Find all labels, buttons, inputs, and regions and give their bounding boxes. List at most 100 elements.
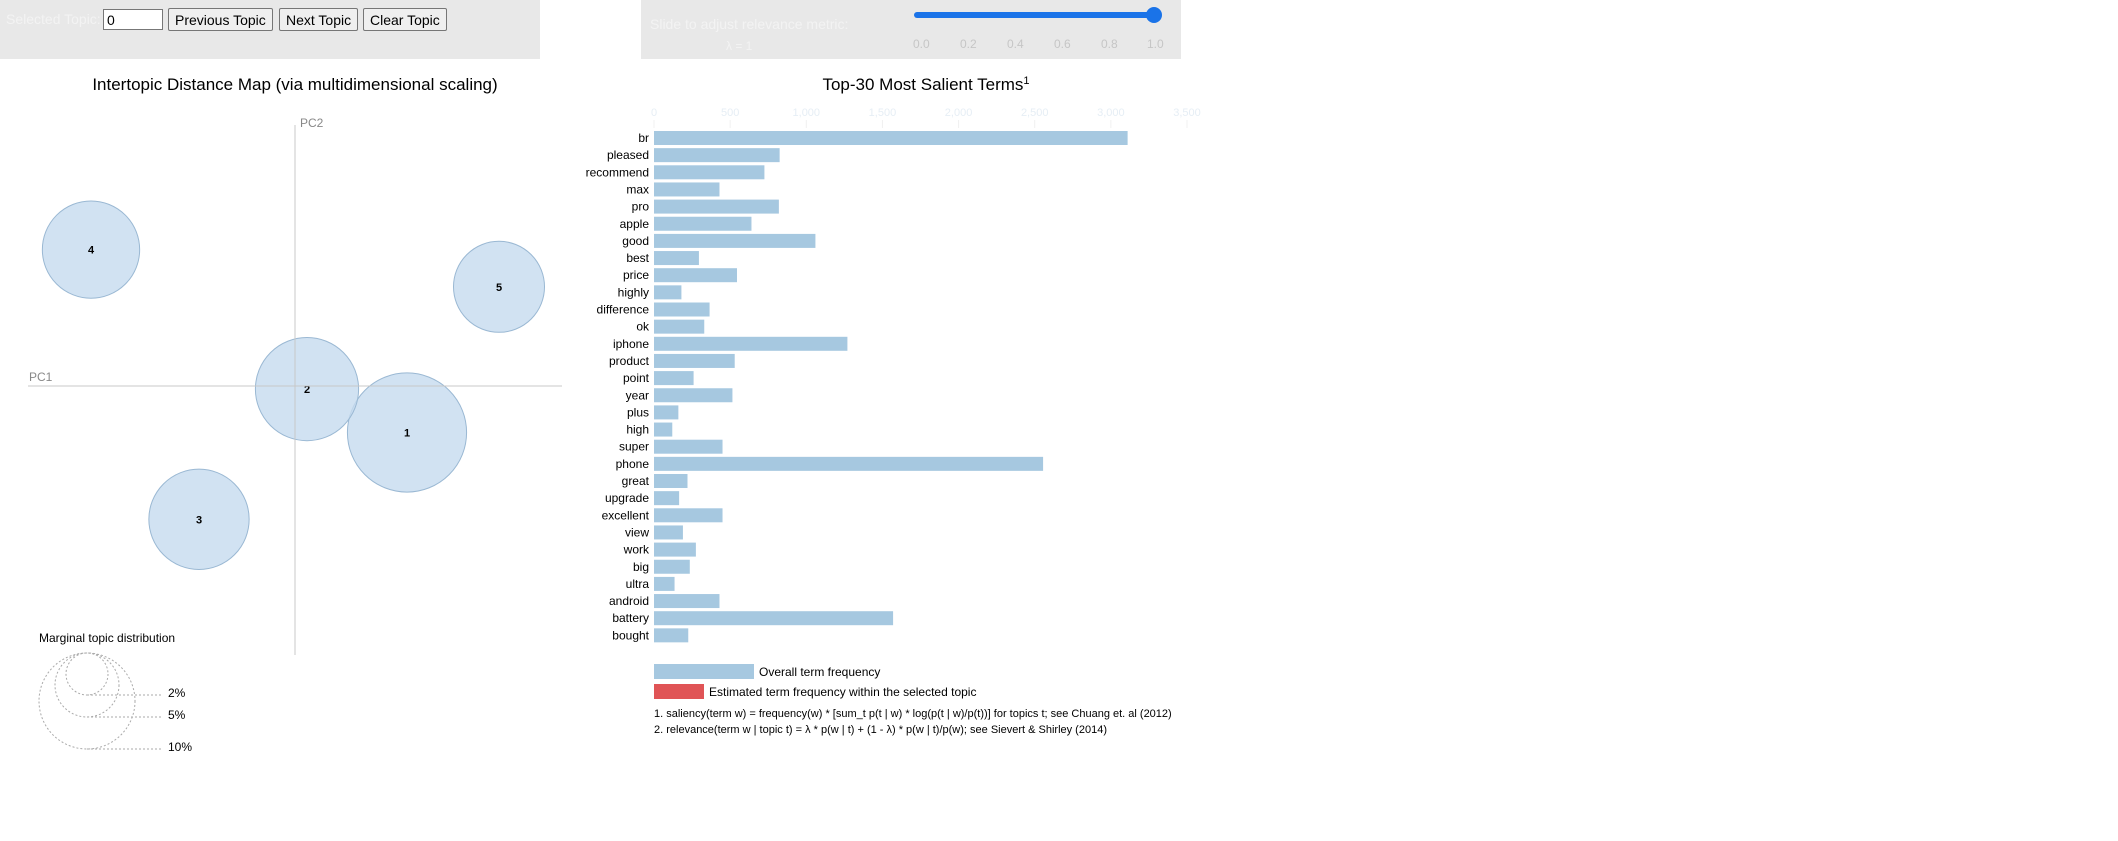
x-tick-label: 1,500: [869, 107, 897, 119]
term-bar-big[interactable]: [654, 559, 690, 574]
x-tick-label: 3,000: [1097, 107, 1125, 119]
term-label[interactable]: best: [626, 251, 649, 265]
term-bar-apple[interactable]: [654, 216, 752, 231]
term-bar-iphone[interactable]: [654, 336, 848, 351]
term-label[interactable]: pro: [632, 200, 650, 214]
legend-overall-swatch: [654, 664, 754, 679]
term-bar-super[interactable]: [654, 439, 723, 454]
term-label[interactable]: bought: [612, 628, 649, 642]
marginal-circle-10pct: [38, 652, 136, 750]
term-bar-phone[interactable]: [654, 456, 1044, 471]
legend-estimated-swatch: [654, 684, 704, 699]
term-bar-price[interactable]: [654, 268, 737, 283]
salient-terms-title-superscript: 1: [1023, 75, 1029, 87]
term-label[interactable]: br: [638, 131, 649, 145]
x-tick-label: 1,000: [793, 107, 821, 119]
relevance-slider-panel: [641, 0, 1181, 59]
term-label[interactable]: recommend: [586, 165, 649, 179]
term-label[interactable]: work: [623, 543, 650, 557]
term-bar-android[interactable]: [654, 594, 720, 609]
term-label[interactable]: super: [619, 440, 649, 454]
term-label[interactable]: battery: [612, 611, 649, 625]
relevance-slider-label: Slide to adjust relevance metric:: [650, 16, 849, 32]
term-label[interactable]: phone: [616, 457, 650, 471]
term-bar-pleased[interactable]: [654, 148, 780, 163]
term-bar-excellent[interactable]: [654, 508, 723, 523]
lambda-value-label: λ = 1: [726, 39, 753, 53]
topic-bubble-4[interactable]: [41, 200, 141, 299]
term-label[interactable]: iphone: [613, 337, 649, 351]
term-label[interactable]: pleased: [607, 148, 649, 162]
term-label[interactable]: android: [609, 594, 649, 608]
x-tick-label: 2,000: [945, 107, 973, 119]
marginal-label-2pct: 2%: [168, 686, 186, 700]
term-bar-bought[interactable]: [654, 628, 689, 643]
term-bar-high[interactable]: [654, 422, 673, 437]
term-label[interactable]: view: [625, 525, 649, 539]
previous-topic-button[interactable]: Previous Topic: [168, 8, 273, 31]
next-topic-button[interactable]: Next Topic: [279, 8, 359, 31]
x-tick-label: 0: [651, 107, 657, 119]
term-label[interactable]: excellent: [602, 508, 650, 522]
clear-topic-button[interactable]: Clear Topic: [363, 8, 447, 31]
relevance-footnote: 2. relevance(term w | topic t) = λ * p(w…: [654, 724, 1107, 736]
topic-bubble-5[interactable]: [452, 240, 546, 333]
term-bar-product[interactable]: [654, 353, 735, 368]
term-label[interactable]: product: [609, 354, 650, 368]
marginal-circle-5pct: [54, 652, 120, 718]
term-bar-ok[interactable]: [654, 319, 705, 334]
marginal-distribution-title: Marginal topic distribution: [39, 631, 175, 645]
term-bar-upgrade[interactable]: [654, 491, 680, 506]
topic-bubble-1[interactable]: [346, 372, 468, 493]
term-label[interactable]: great: [622, 474, 650, 488]
slider-tick-label: 0.4: [1007, 37, 1024, 51]
topic-bubble-2[interactable]: [254, 337, 360, 442]
term-label[interactable]: difference: [597, 303, 650, 317]
relevance-slider-track[interactable]: [914, 12, 1154, 18]
legend-estimated-label: Estimated term frequency within the sele…: [709, 685, 976, 699]
slider-tick-label: 0.0: [913, 37, 930, 51]
term-label[interactable]: ultra: [626, 577, 650, 591]
term-bar-pro[interactable]: [654, 199, 779, 214]
slider-tick-label: 0.6: [1054, 37, 1071, 51]
term-bar-point[interactable]: [654, 371, 694, 386]
term-label[interactable]: ok: [636, 320, 650, 334]
term-bar-highly[interactable]: [654, 285, 682, 300]
term-label[interactable]: plus: [627, 405, 649, 419]
term-bar-ultra[interactable]: [654, 576, 675, 591]
term-bar-best[interactable]: [654, 251, 699, 266]
term-bar-view[interactable]: [654, 525, 683, 540]
relevance-slider-thumb[interactable]: [1146, 7, 1162, 23]
term-label[interactable]: high: [626, 423, 649, 437]
distance-map-title: Intertopic Distance Map (via multidimens…: [92, 75, 497, 94]
term-bar-difference[interactable]: [654, 302, 710, 317]
term-bar-plus[interactable]: [654, 405, 679, 420]
salient-terms-title-text: Top-30 Most Salient Terms: [822, 75, 1023, 94]
topic-number-input[interactable]: [103, 9, 163, 30]
term-label[interactable]: good: [622, 234, 649, 248]
term-label[interactable]: max: [626, 182, 649, 196]
term-bar-max[interactable]: [654, 182, 720, 197]
term-bar-great[interactable]: [654, 474, 688, 488]
term-label[interactable]: big: [633, 560, 649, 574]
slider-tick-label: 1.0: [1147, 37, 1164, 51]
term-bar-work[interactable]: [654, 542, 696, 557]
bar-axis-ticks: 0 500 1,000 1,500 2,000 2,500 3,000 3,500: [651, 107, 1201, 128]
term-label[interactable]: highly: [618, 285, 649, 299]
term-label[interactable]: point: [623, 371, 650, 385]
term-label[interactable]: upgrade: [605, 491, 649, 505]
pc2-axis-label: PC2: [300, 116, 324, 130]
term-bar-recommend[interactable]: [654, 165, 765, 180]
term-label[interactable]: price: [623, 268, 649, 282]
term-label[interactable]: year: [626, 388, 649, 402]
salient-terms-title: Top-30 Most Salient Terms1: [822, 75, 1029, 94]
term-label[interactable]: apple: [620, 217, 650, 231]
topic-bubble-3[interactable]: [148, 468, 250, 570]
term-bar-year[interactable]: [654, 388, 733, 403]
term-bar-br[interactable]: [654, 131, 1128, 145]
term-bar-good[interactable]: [654, 233, 816, 248]
x-tick-label: 2,500: [1021, 107, 1049, 119]
term-bar-battery[interactable]: [654, 611, 894, 626]
